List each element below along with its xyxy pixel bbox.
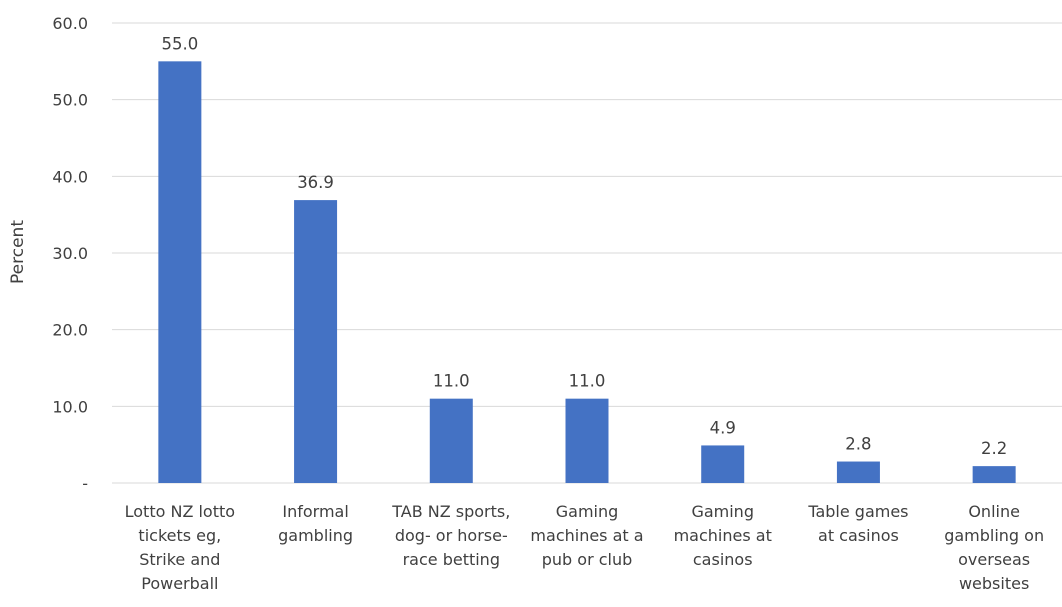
category-label-line: Gaming [691, 502, 754, 521]
category-label-line: dog- or horse- [395, 526, 508, 545]
data-label: 2.2 [981, 439, 1007, 458]
data-label: 11.0 [569, 372, 606, 391]
data-labels: 55.0 36.9 11.0 11.0 4.9 2.8 2.2 [161, 34, 1007, 458]
category-label-line: websites [959, 574, 1029, 593]
bar [972, 466, 1016, 483]
bar [701, 445, 745, 483]
category-label-line: pub or club [542, 550, 633, 569]
category-label-line: Table games [807, 502, 908, 521]
bar [429, 398, 473, 483]
bars [158, 61, 1016, 483]
category-label-line: machines at [674, 526, 772, 545]
category-label: Lotto NZ lotto tickets eg, Strike and Power… [125, 502, 235, 593]
category-label-line: machines at a [530, 526, 643, 545]
category-label-line: tickets eg, [138, 526, 221, 545]
category-label: Informal gambling [278, 502, 353, 545]
y-tick-label: 50.0 [52, 91, 88, 110]
y-axis-tick-labels: - 10.0 20.0 30.0 40.0 50.0 60.0 [52, 14, 88, 493]
bar [565, 398, 609, 483]
category-label-line: casinos [693, 550, 753, 569]
data-label: 55.0 [161, 34, 198, 53]
data-label: 4.9 [710, 418, 736, 437]
category-label-line: Powerball [141, 574, 218, 593]
category-label-line: gambling on [944, 526, 1044, 545]
data-label: 2.8 [845, 435, 871, 454]
category-label-line: race betting [403, 550, 500, 569]
bar [836, 461, 880, 483]
category-label-line: TAB NZ sports, [391, 502, 510, 521]
data-label: 36.9 [297, 173, 334, 192]
category-label: TAB NZ sports, dog- or horse-race betting [391, 502, 510, 569]
category-label-line: Gaming [556, 502, 619, 521]
y-tick-label: 60.0 [52, 14, 88, 33]
category-label-line: Online [968, 502, 1020, 521]
y-tick-label: 30.0 [52, 244, 88, 263]
y-axis-title: Percent [8, 220, 28, 284]
category-label: Gaming machines at a pub or club [530, 502, 643, 569]
category-label: Online gambling on overseas websites [944, 502, 1044, 593]
y-tick-label: 20.0 [52, 321, 88, 340]
category-label-line: at casinos [818, 526, 899, 545]
category-label: Gaming machines at casinos [674, 502, 772, 569]
category-label-line: overseas [958, 550, 1030, 569]
y-tick-label: - [82, 474, 88, 493]
y-tick-label: 10.0 [52, 397, 88, 416]
gridlines [112, 22, 1062, 484]
bar [294, 200, 338, 483]
category-label: Table games at casinos [807, 502, 908, 545]
category-labels: Lotto NZ lotto tickets eg, Strike and Power… [125, 502, 1044, 593]
category-label-line: gambling [278, 526, 353, 545]
category-label-line: Strike and [139, 550, 220, 569]
y-tick-label: 40.0 [52, 167, 88, 186]
bar [158, 61, 202, 483]
data-label: 11.0 [433, 372, 470, 391]
category-label-line: Informal [282, 502, 348, 521]
category-label-line: Lotto NZ lotto [125, 502, 235, 521]
